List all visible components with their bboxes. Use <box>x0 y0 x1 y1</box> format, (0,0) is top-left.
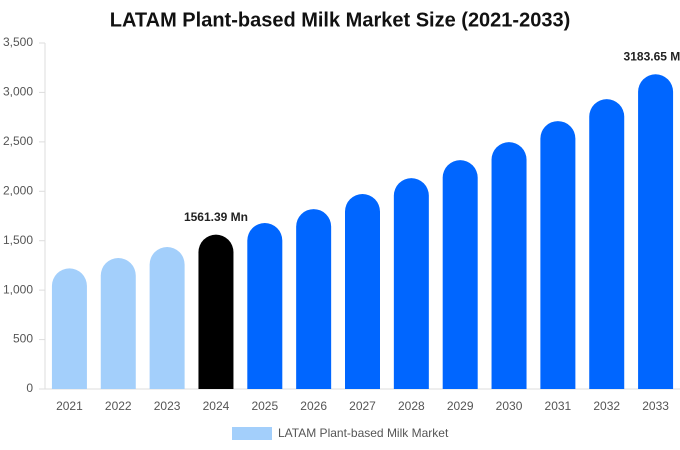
x-tick-label: 2028 <box>398 399 425 413</box>
bar <box>442 160 478 389</box>
x-tick-label: 2029 <box>447 399 474 413</box>
y-tick-label: 1,000 <box>3 282 33 296</box>
bar <box>247 223 283 389</box>
y-tick-label: 2,500 <box>3 134 33 148</box>
bar <box>149 247 185 389</box>
bar <box>491 142 527 389</box>
bar <box>100 258 136 389</box>
y-tick-label: 3,500 <box>3 35 33 49</box>
bar <box>51 268 87 389</box>
x-tick-label: 2023 <box>154 399 181 413</box>
legend-swatch <box>232 427 272 440</box>
x-tick-label: 2031 <box>545 399 572 413</box>
bar <box>589 99 625 390</box>
chart-title: LATAM Plant-based Milk Market Size (2021… <box>110 9 571 31</box>
bar <box>345 194 380 389</box>
x-tick-label: 2027 <box>349 399 376 413</box>
x-tick-label: 2030 <box>496 399 523 413</box>
y-tick-label: 500 <box>13 332 33 346</box>
y-tick-label: 1,500 <box>3 233 33 247</box>
value-label: 3183.65 Mn <box>624 49 680 63</box>
x-tick-label: 2024 <box>203 399 230 413</box>
y-tick-label: 2,000 <box>3 183 33 197</box>
legend-label: LATAM Plant-based Milk Market <box>278 426 449 440</box>
bar <box>198 234 234 389</box>
y-tick-label: 0 <box>26 381 33 395</box>
x-tick-label: 2026 <box>300 399 327 413</box>
bar <box>540 121 576 389</box>
x-tick-label: 2022 <box>105 399 132 413</box>
x-tick-label: 2032 <box>593 399 620 413</box>
bar <box>638 74 674 389</box>
x-tick-label: 2033 <box>642 399 669 413</box>
value-label: 1561.39 Mn <box>184 210 248 224</box>
x-tick-label: 2021 <box>56 399 83 413</box>
bar <box>393 178 429 389</box>
y-tick-label: 3,000 <box>3 85 33 99</box>
x-tick-label: 2025 <box>251 399 278 413</box>
bar <box>296 209 332 389</box>
